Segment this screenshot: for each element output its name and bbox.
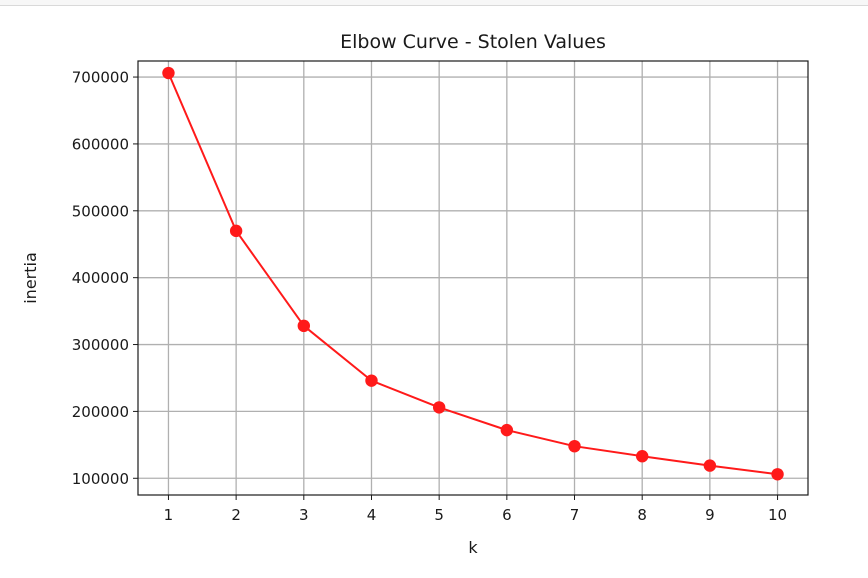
x-tick-label: 5 — [434, 506, 444, 524]
x-tick-label: 3 — [299, 506, 309, 524]
data-point — [568, 439, 581, 453]
axis-ticks: 1 2 3 4 5 6 7 8 9 10 100000 200000 300000 400000 50000… — [72, 69, 787, 524]
x-tick-label: 4 — [367, 506, 377, 524]
data-point — [297, 319, 311, 333]
y-tick-label: 200000 — [72, 403, 129, 421]
x-tick-label: 10 — [768, 506, 787, 524]
x-tick-label: 2 — [231, 506, 241, 524]
y-tick-label: 700000 — [72, 69, 129, 87]
notebook-cell-top-border — [0, 0, 868, 6]
y-tick-label: 100000 — [72, 470, 129, 488]
grid-lines — [138, 61, 808, 495]
x-tick-label: 6 — [502, 506, 512, 524]
y-tick-label: 400000 — [72, 269, 129, 287]
y-tick-label: 300000 — [72, 336, 129, 354]
x-tick-label: 7 — [570, 506, 580, 524]
x-tick-label: 9 — [705, 506, 715, 524]
y-tick-label: 500000 — [72, 202, 129, 220]
data-point — [500, 423, 514, 437]
x-tick-label: 8 — [637, 506, 647, 524]
data-point — [432, 401, 446, 414]
data-point — [229, 224, 243, 238]
data-point — [771, 468, 784, 481]
series-layer — [162, 66, 784, 481]
y-axis-label: inertia — [21, 252, 40, 304]
data-point — [703, 459, 717, 472]
data-point — [162, 66, 175, 80]
chart-title: Elbow Curve - Stolen Values — [340, 31, 606, 53]
data-point — [365, 374, 378, 387]
data-point — [635, 450, 649, 463]
x-axis-label: k — [468, 538, 478, 557]
x-tick-label: 1 — [164, 506, 174, 524]
y-tick-label: 600000 — [72, 135, 129, 153]
series-line — [167, 72, 778, 476]
